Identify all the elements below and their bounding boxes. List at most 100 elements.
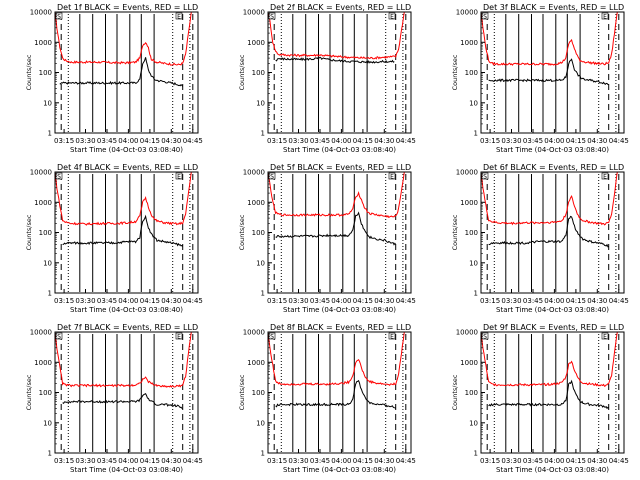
y-tick-label: 10000 (243, 9, 265, 17)
end-marker-label: E (390, 334, 394, 341)
y-tick-label: 10 (256, 99, 265, 107)
x-tick-label: 04:45 (183, 297, 203, 305)
events-series-line (59, 57, 184, 87)
y-tick-label: 10000 (30, 9, 52, 17)
x-tick-label: 03:15 (54, 137, 74, 145)
y-tick-label: 10000 (456, 9, 478, 17)
x-tick-label: 04:00 (118, 137, 138, 145)
detector-panel-3: S E Det 3f BLACK = Events, RED = LLD 1 10 100… (451, 3, 629, 154)
panel-title: Det 2f BLACK = Events, RED = LLD (270, 3, 411, 12)
detector-panel-8: S E Det 8f BLACK = Events, RED = LLD 1 10 100… (238, 323, 416, 474)
x-tick-label: 04:00 (331, 297, 351, 305)
x-tick-label: 04:45 (396, 137, 416, 145)
x-tick-label: 04:15 (566, 137, 586, 145)
end-marker-label: E (177, 174, 181, 181)
start-marker-label: S (483, 174, 487, 181)
lld-series-line (267, 171, 405, 219)
panel-title: Det 7f BLACK = Events, RED = LLD (57, 323, 198, 332)
lld-series-line (54, 171, 192, 226)
y-axis-label: Counts/sec (25, 214, 33, 250)
x-axis-label: Start Time (04-Oct-03 03:08:40) (283, 306, 396, 314)
end-marker-label: E (177, 14, 181, 21)
events-series-line (488, 379, 610, 410)
end-marker-label: E (603, 14, 607, 21)
x-tick-label: 04:30 (374, 457, 394, 465)
start-marker-label: S (483, 334, 487, 341)
y-tick-label: 10 (43, 99, 52, 107)
x-tick-label: 04:45 (396, 297, 416, 305)
x-tick-label: 03:30 (75, 137, 95, 145)
x-tick-label: 04:15 (140, 137, 160, 145)
y-tick-label: 100 (465, 389, 478, 397)
start-marker-label: S (270, 14, 274, 21)
end-marker-box (175, 332, 183, 340)
y-tick-label: 1000 (460, 199, 478, 207)
y-tick-label: 1 (48, 290, 52, 298)
y-tick-label: 10000 (243, 169, 265, 177)
detector-panel-4: S E Det 4f BLACK = Events, RED = LLD 1 10 100… (25, 163, 203, 314)
plot-frame (480, 171, 625, 294)
detector-panel-1: S E Det 1f BLACK = Events, RED = LLD 1 10 100… (25, 3, 203, 154)
end-marker-box (175, 12, 183, 20)
x-tick-label: 03:30 (288, 457, 308, 465)
y-tick-label: 1 (261, 130, 265, 138)
end-marker-box (388, 172, 396, 180)
panel-title: Det 8f BLACK = Events, RED = LLD (270, 323, 411, 332)
start-marker-label: S (483, 14, 487, 21)
start-marker-label: S (57, 14, 61, 21)
lld-series-line (267, 331, 405, 387)
y-tick-label: 10000 (30, 169, 52, 177)
events-series-line (275, 56, 395, 64)
y-tick-label: 100 (252, 229, 265, 237)
y-tick-label: 1000 (34, 39, 52, 47)
x-tick-label: 04:30 (587, 297, 607, 305)
x-tick-label: 04:15 (353, 457, 373, 465)
x-tick-label: 04:00 (331, 457, 351, 465)
x-tick-label: 04:00 (118, 457, 138, 465)
detector-panel-7: S E Det 7f BLACK = Events, RED = LLD 1 10 100… (25, 323, 203, 474)
x-axis-label: Start Time (04-Oct-03 03:08:40) (70, 466, 183, 474)
x-tick-label: 04:15 (566, 457, 586, 465)
x-tick-label: 04:00 (544, 457, 564, 465)
start-marker-label: S (270, 334, 274, 341)
y-tick-label: 1000 (247, 359, 265, 367)
x-axis-label: Start Time (04-Oct-03 03:08:40) (70, 146, 183, 154)
x-tick-label: 04:45 (609, 137, 629, 145)
y-tick-label: 10 (43, 419, 52, 427)
detector-panel-2: S E Det 2f BLACK = Events, RED = LLD 1 10 100… (238, 3, 416, 154)
lld-series-line (54, 11, 192, 66)
x-tick-label: 04:45 (396, 457, 416, 465)
x-tick-label: 03:15 (267, 297, 287, 305)
x-tick-label: 04:45 (609, 457, 629, 465)
x-tick-label: 03:15 (480, 457, 500, 465)
x-tick-label: 04:30 (374, 137, 394, 145)
y-tick-label: 100 (465, 69, 478, 77)
y-tick-label: 10 (256, 259, 265, 267)
end-marker-label: E (390, 174, 394, 181)
y-tick-label: 100 (252, 389, 265, 397)
x-tick-label: 03:45 (523, 457, 543, 465)
plot-frame (54, 171, 199, 294)
x-tick-label: 03:15 (480, 297, 500, 305)
end-marker-label: E (390, 14, 394, 21)
x-tick-label: 03:30 (75, 457, 95, 465)
x-tick-label: 03:30 (501, 457, 521, 465)
y-tick-label: 10 (43, 259, 52, 267)
x-tick-label: 04:45 (183, 137, 203, 145)
events-series-line (275, 379, 396, 409)
y-tick-label: 10000 (243, 329, 265, 337)
end-marker-box (601, 12, 609, 20)
x-tick-label: 03:30 (75, 297, 95, 305)
x-tick-label: 04:15 (140, 297, 160, 305)
events-series-line (275, 211, 397, 246)
detector-panel-9: S E Det 9f BLACK = Events, RED = LLD 1 10 100… (451, 323, 629, 474)
x-tick-label: 03:45 (310, 457, 330, 465)
y-tick-label: 10000 (456, 169, 478, 177)
y-tick-label: 1 (474, 290, 478, 298)
x-tick-label: 03:30 (501, 137, 521, 145)
y-tick-label: 1000 (34, 199, 52, 207)
plot-frame (54, 11, 199, 134)
y-tick-label: 10 (469, 99, 478, 107)
y-tick-label: 1 (261, 450, 265, 458)
